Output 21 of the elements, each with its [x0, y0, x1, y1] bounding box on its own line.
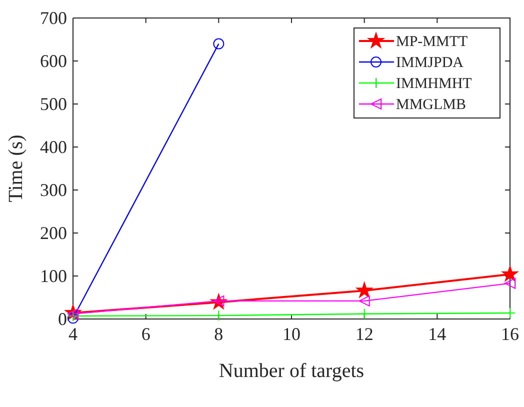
y-axis-title: Time (s) [5, 134, 27, 202]
x-tick-label: 16 [501, 324, 519, 344]
y-tick-label: 0 [58, 308, 67, 329]
y-tick-label: 600 [40, 50, 67, 71]
y-tick-label: 100 [40, 266, 67, 286]
y-tick-label: 700 [40, 8, 67, 28]
legend-label: MMGLMB [396, 97, 466, 113]
x-tick-label: 6 [141, 324, 150, 344]
y-tick-label: 300 [40, 180, 67, 200]
x-tick-label: 4 [68, 324, 78, 344]
x-tick-label: 8 [214, 324, 224, 344]
y-tick-label: 200 [40, 222, 67, 243]
legend-label: IMMJPDA [396, 55, 464, 71]
y-tick-label: 400 [40, 136, 67, 157]
x-tick-label: 10 [282, 324, 300, 344]
x-axis-title: Number of targets [218, 360, 364, 382]
legend-label: IMMHMHT [396, 76, 472, 92]
x-tick-label: 12 [355, 324, 374, 344]
x-tick-label: 14 [428, 324, 446, 344]
legend-label: MP-MMTT [396, 34, 468, 50]
y-tick-label: 500 [40, 94, 67, 114]
